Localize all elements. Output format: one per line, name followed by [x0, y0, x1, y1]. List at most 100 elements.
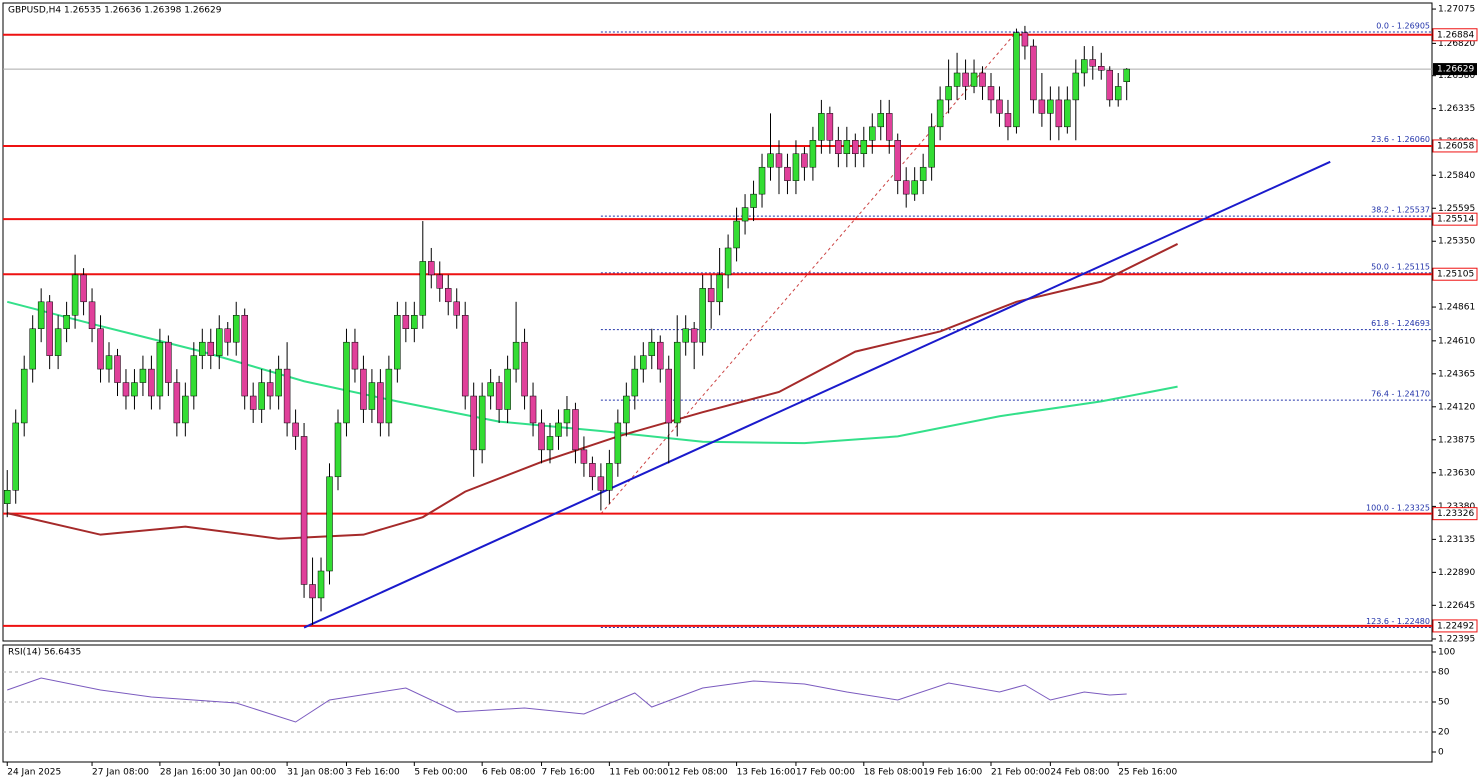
candle-body — [334, 422, 342, 478]
level-box — [1432, 28, 1478, 42]
x-tick-label: 30 Jan 00:00 — [219, 768, 276, 778]
moving-average — [7, 243, 1179, 540]
candle-body — [987, 86, 995, 101]
candle-body — [1098, 66, 1105, 71]
candle-body — [538, 422, 545, 451]
chart-title: GBPUSD,H4 1.26535 1.26636 1.26398 1.2662… — [8, 6, 222, 16]
y-tick-label: 1.24365 — [1438, 369, 1475, 379]
candle-body — [894, 140, 901, 181]
x-tick-label: 21 Feb 00:00 — [991, 768, 1050, 778]
rsi-tick-label: 0 — [1438, 748, 1444, 758]
candle-body — [1064, 99, 1071, 128]
candle-body — [216, 328, 223, 356]
candle-body — [29, 328, 36, 370]
x-tick-label: 11 Feb 00:00 — [609, 768, 668, 778]
x-tick-label: 13 Feb 16:00 — [737, 768, 796, 778]
candle-body — [707, 288, 715, 303]
candle-body — [12, 422, 19, 491]
x-tick-label: 7 Feb 16:00 — [542, 768, 596, 778]
candle-body — [122, 382, 130, 397]
candle-body — [1072, 72, 1080, 101]
candle-body — [394, 315, 401, 370]
fib-label: 23.6 - 1.26060 — [1371, 135, 1430, 144]
candle-body — [767, 153, 774, 168]
candle-body — [826, 113, 834, 141]
level-label: 1.23326 — [1437, 509, 1474, 519]
level-box — [1432, 212, 1478, 226]
candle-body — [504, 368, 511, 410]
x-tick-label: 5 Feb 00:00 — [414, 768, 468, 778]
candle-body — [63, 315, 70, 329]
candle-body — [385, 368, 393, 424]
rsi-tick-label: 100 — [1438, 648, 1455, 658]
candle-body — [962, 72, 969, 87]
candle-body — [487, 382, 494, 397]
candle-body — [852, 140, 859, 155]
candle-body — [1038, 99, 1046, 114]
candle-body — [733, 220, 740, 249]
candle-body — [775, 153, 783, 168]
x-tick-label: 3 Feb 16:00 — [346, 768, 400, 778]
level-label: 1.26058 — [1437, 141, 1474, 151]
candle-body — [419, 261, 427, 316]
candle-body — [945, 86, 952, 101]
candle-body — [495, 382, 503, 410]
candle-body — [1114, 86, 1122, 101]
candle-body — [1055, 99, 1063, 128]
y-tick-label: 1.23875 — [1438, 435, 1475, 445]
candle-body — [843, 140, 851, 155]
x-tick-label: 28 Jan 16:00 — [160, 768, 217, 778]
rsi-line — [7, 677, 1127, 723]
candle-body — [1013, 32, 1020, 128]
level-box — [1432, 619, 1478, 633]
candle-body — [623, 395, 630, 424]
y-tick-label: 1.24861 — [1438, 303, 1475, 313]
candle-body — [292, 422, 299, 437]
candle-body — [444, 288, 452, 303]
candle-body — [461, 315, 469, 397]
y-tick-label: 1.24120 — [1438, 402, 1475, 412]
candle-body — [351, 341, 359, 370]
candle-body — [1123, 68, 1130, 82]
candle-body — [1004, 113, 1012, 128]
candle-body — [232, 315, 240, 343]
candle-body — [377, 382, 384, 424]
candle-body — [148, 368, 155, 397]
candle-body — [690, 328, 698, 343]
candle-body — [224, 328, 231, 343]
y-tick-label: 1.22395 — [1438, 634, 1475, 644]
candle-body — [699, 288, 706, 343]
fib-line — [600, 31, 1017, 515]
current-price-label: 1.26629 — [1437, 65, 1474, 75]
y-tick-label: 1.23630 — [1438, 468, 1475, 478]
candle-body — [919, 166, 927, 181]
candle-body — [402, 315, 410, 329]
candle-body — [453, 301, 460, 316]
candle-body — [165, 341, 172, 383]
candle-body — [266, 382, 274, 397]
fib-label: 61.8 - 1.24693 — [1371, 319, 1430, 328]
candle-body — [105, 355, 113, 370]
candle-body — [996, 99, 1003, 114]
candle-body — [809, 140, 817, 168]
candle-body — [1047, 99, 1054, 114]
candle-body — [546, 436, 554, 451]
y-tick-label: 1.25595 — [1438, 204, 1475, 214]
candle-body — [199, 341, 206, 356]
rsi-frame — [2, 644, 1433, 763]
candle-body — [741, 207, 749, 222]
candle-body — [682, 328, 689, 343]
y-tick-label: 1.23135 — [1438, 535, 1475, 545]
candle-body — [97, 328, 104, 370]
candle-body — [792, 153, 800, 181]
candle-body — [724, 247, 732, 276]
candle-body — [300, 436, 308, 585]
candle-body — [80, 274, 87, 303]
fib-label: 123.6 - 1.22480 — [1366, 617, 1430, 626]
candle-body — [860, 140, 868, 155]
candle-body — [953, 72, 961, 87]
candle-body — [716, 274, 723, 303]
candle-body — [657, 341, 664, 370]
candle-body — [606, 463, 613, 491]
